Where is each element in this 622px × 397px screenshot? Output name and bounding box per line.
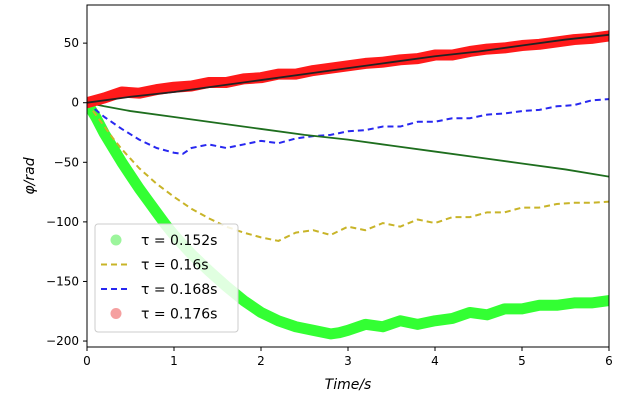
y-tick-label: 50 bbox=[64, 36, 79, 50]
y-axis-label: φ/rad bbox=[22, 157, 38, 194]
series-line-5 bbox=[87, 33, 609, 104]
y-tick-label: −200 bbox=[46, 334, 79, 348]
x-tick-label: 6 bbox=[605, 354, 613, 368]
x-tick-label: 2 bbox=[257, 354, 265, 368]
series-line-0 bbox=[87, 97, 609, 340]
legend: τ = 0.152s τ = 0.16s τ = 0.168s τ = 0.176s bbox=[94, 223, 239, 333]
legend-label: τ = 0.176s bbox=[141, 307, 217, 323]
legend-marker bbox=[110, 308, 122, 319]
x-tick-label: 4 bbox=[431, 354, 439, 368]
legend-label: τ = 0.152s bbox=[141, 233, 217, 249]
series-line-3 bbox=[87, 101, 609, 178]
x-tick-label: 1 bbox=[170, 354, 178, 368]
x-axis-label: Time/s bbox=[325, 377, 372, 393]
x-tick-label: 0 bbox=[83, 354, 91, 368]
series-line-2 bbox=[87, 98, 609, 155]
y-tick-label: 0 bbox=[71, 96, 79, 110]
legend-label: τ = 0.16s bbox=[141, 258, 209, 274]
legend-marker bbox=[110, 234, 122, 246]
y-tick-label: −50 bbox=[54, 155, 79, 169]
legend-label: τ = 0.168s bbox=[141, 282, 217, 298]
legend-box bbox=[94, 223, 239, 333]
y-tick-label: −100 bbox=[46, 215, 79, 229]
series-layer bbox=[87, 30, 609, 340]
x-tick-label: 3 bbox=[344, 354, 352, 368]
ticks-layer: 0 1 2 3 4 5 6 50 0 −50 −100 −150 −200 bbox=[46, 36, 613, 368]
y-tick-label: −150 bbox=[46, 274, 79, 288]
x-tick-label: 5 bbox=[518, 354, 526, 368]
